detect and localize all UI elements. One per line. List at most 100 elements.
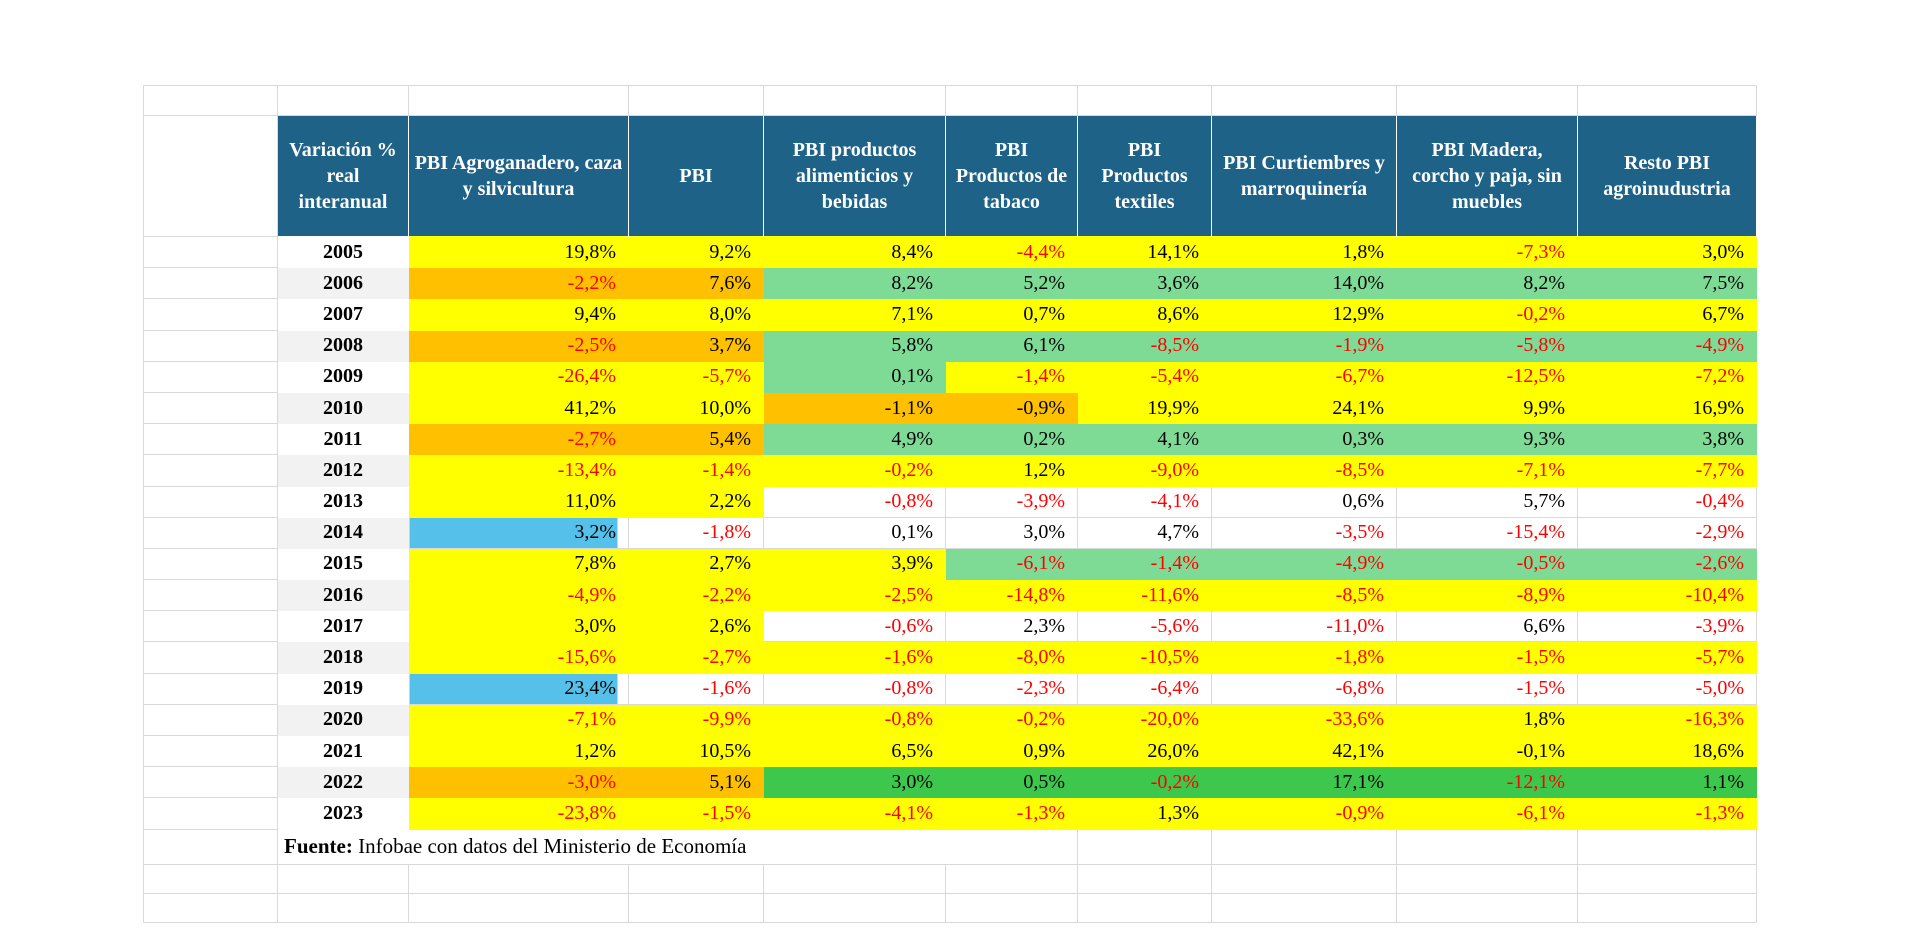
year-cell: 2020 [277, 703, 409, 737]
value-cell: 14,1% [1077, 235, 1212, 269]
table-row: 2009 -26,4% -5,7% 0,1% -1,4% -5,4% -6,7% -12,5%… [143, 360, 1757, 393]
value-cell: -0,5% [1396, 547, 1578, 581]
value-cell: -26,4% [408, 360, 629, 393]
empty-cell [143, 267, 278, 300]
table-row: 2020 -7,1% -9,9% -0,8% -0,2% -20,0% -33,6% 1,8%… [143, 703, 1757, 737]
value-cell: 9,9% [1396, 391, 1578, 425]
value-cell: -0,2% [763, 454, 946, 487]
value-cell: -1,3% [945, 797, 1078, 830]
table-row: 2022 -3,0% 5,1% 3,0% 0,5% -0,2% 17,1% -12,1% 1,1… [143, 766, 1757, 799]
value-cell: -1,5% [1396, 672, 1578, 705]
table-row: 2007 9,4% 8,0% 7,1% 0,7% 8,6% 12,9% -0,2% 6,7% [143, 298, 1757, 331]
empty-cell [143, 298, 278, 331]
table-row: 2008 -2,5% 3,7% 5,8% 6,1% -8,5% -1,9% -5,8% -4,9… [143, 329, 1757, 362]
value-cell: -5,4% [1077, 360, 1212, 393]
value-cell: -0,2% [1077, 766, 1212, 799]
empty-cell [408, 863, 629, 894]
value-cell: 9,3% [1396, 423, 1578, 456]
empty-cell [1577, 828, 1757, 865]
value-cell: -0,1% [1396, 734, 1578, 768]
value-cell: -2,5% [408, 329, 629, 362]
value-cell: -1,5% [1396, 641, 1578, 674]
value-cell: -1,1% [763, 391, 946, 425]
header-col-resto: Resto PBI agroinudustria [1577, 115, 1757, 237]
value-cell: -6,4% [1077, 672, 1212, 705]
value-cell: -4,4% [945, 235, 1078, 269]
value-cell: 0,9% [945, 734, 1078, 768]
table-row: 2013 11,0% 2,2% -0,8% -3,9% -4,1% 0,6% 5,7% -0,4… [143, 485, 1757, 518]
value-cell: -7,7% [1577, 454, 1757, 487]
value-cell: -23,8% [408, 797, 629, 830]
value-cell: -20,0% [1077, 703, 1212, 737]
value-cell: -5,8% [1396, 329, 1578, 362]
value-cell: -0,8% [763, 672, 946, 705]
value-cell: 0,2% [945, 423, 1078, 456]
value-cell: 1,2% [408, 734, 629, 768]
value-cell: 18,6% [1577, 734, 1757, 768]
value-cell: -6,8% [1211, 672, 1397, 705]
year-cell: 2007 [277, 298, 409, 331]
table-body-section: 2005 19,8% 9,2% 8,4% -4,4% 14,1% 1,8% -7,3% 3,0%… [143, 235, 1757, 830]
empty-cell [763, 863, 946, 894]
value-cell: 9,2% [628, 235, 764, 269]
value-cell: 19,9% [1077, 391, 1212, 425]
value-cell: 6,5% [763, 734, 946, 768]
value-cell: -6,1% [1396, 797, 1578, 830]
year-cell: 2015 [277, 547, 409, 581]
value-cell: 19,8% [408, 235, 629, 269]
value-cell: -13,4% [408, 454, 629, 487]
value-cell: -9,0% [1077, 454, 1212, 487]
value-cell: 8,0% [628, 298, 764, 331]
value-cell: 7,6% [628, 267, 764, 300]
empty-cell [143, 579, 278, 612]
year-cell: 2005 [277, 235, 409, 269]
value-cell: -12,1% [1396, 766, 1578, 799]
value-cell: -0,9% [1211, 797, 1397, 830]
value-cell: -1,4% [945, 360, 1078, 393]
value-cell: 2,7% [628, 547, 764, 581]
empty-row [143, 863, 1757, 894]
value-cell: 3,6% [1077, 267, 1212, 300]
empty-row [143, 892, 1757, 923]
empty-cell [143, 797, 278, 830]
table-container: Variación % real interanual PBI Agrogana… [143, 85, 1757, 923]
year-cell: 2012 [277, 454, 409, 487]
value-cell: -6,1% [945, 547, 1078, 581]
table-row: 2021 1,2% 10,5% 6,5% 0,9% 26,0% 42,1% -0,1% 18,6… [143, 734, 1757, 768]
empty-cell [628, 85, 764, 116]
year-cell: 2009 [277, 360, 409, 393]
header-col-alimenticios: PBI productos alimenticios y bebidas [763, 115, 946, 237]
value-cell: 7,1% [763, 298, 946, 331]
value-cell: -3,0% [408, 766, 629, 799]
value-cell: -5,7% [628, 360, 764, 393]
value-cell: 3,9% [763, 547, 946, 581]
value-cell: 0,1% [763, 360, 946, 393]
value-cell: 5,4% [628, 423, 764, 456]
value-cell: -8,5% [1211, 454, 1397, 487]
value-cell: 4,7% [1077, 516, 1212, 549]
value-cell: -10,5% [1077, 641, 1212, 674]
value-cell: -0,8% [763, 703, 946, 737]
empty-cell [1077, 828, 1212, 865]
value-cell: -7,3% [1396, 235, 1578, 269]
table-row: 2011 -2,7% 5,4% 4,9% 0,2% 4,1% 0,3% 9,3% 3,8% [143, 423, 1757, 456]
value-cell: 0,7% [945, 298, 1078, 331]
empty-cell [1211, 85, 1397, 116]
value-cell: 5,1% [628, 766, 764, 799]
table-row: 2012 -13,4% -1,4% -0,2% 1,2% -9,0% -8,5% -7,1% -… [143, 454, 1757, 487]
table-row: 2010 41,2% 10,0% -1,1% -0,9% 19,9% 24,1% 9,9% 16… [143, 391, 1757, 425]
empty-cell [143, 391, 278, 425]
empty-cell [1211, 863, 1397, 894]
value-cell: -0,6% [763, 610, 946, 643]
value-cell: 1,1% [1577, 766, 1757, 799]
value-cell: -1,8% [1211, 641, 1397, 674]
value-cell: -9,9% [628, 703, 764, 737]
year-cell: 2023 [277, 797, 409, 830]
table-row: 2014 3,2% -1,8% 0,1% 3,0% 4,7% -3,5% -15,4% -2,9… [143, 516, 1757, 549]
value-cell: -1,3% [1577, 797, 1757, 830]
empty-cell [1577, 85, 1757, 116]
value-cell: 2,6% [628, 610, 764, 643]
empty-cell [763, 892, 946, 923]
empty-cell [628, 863, 764, 894]
